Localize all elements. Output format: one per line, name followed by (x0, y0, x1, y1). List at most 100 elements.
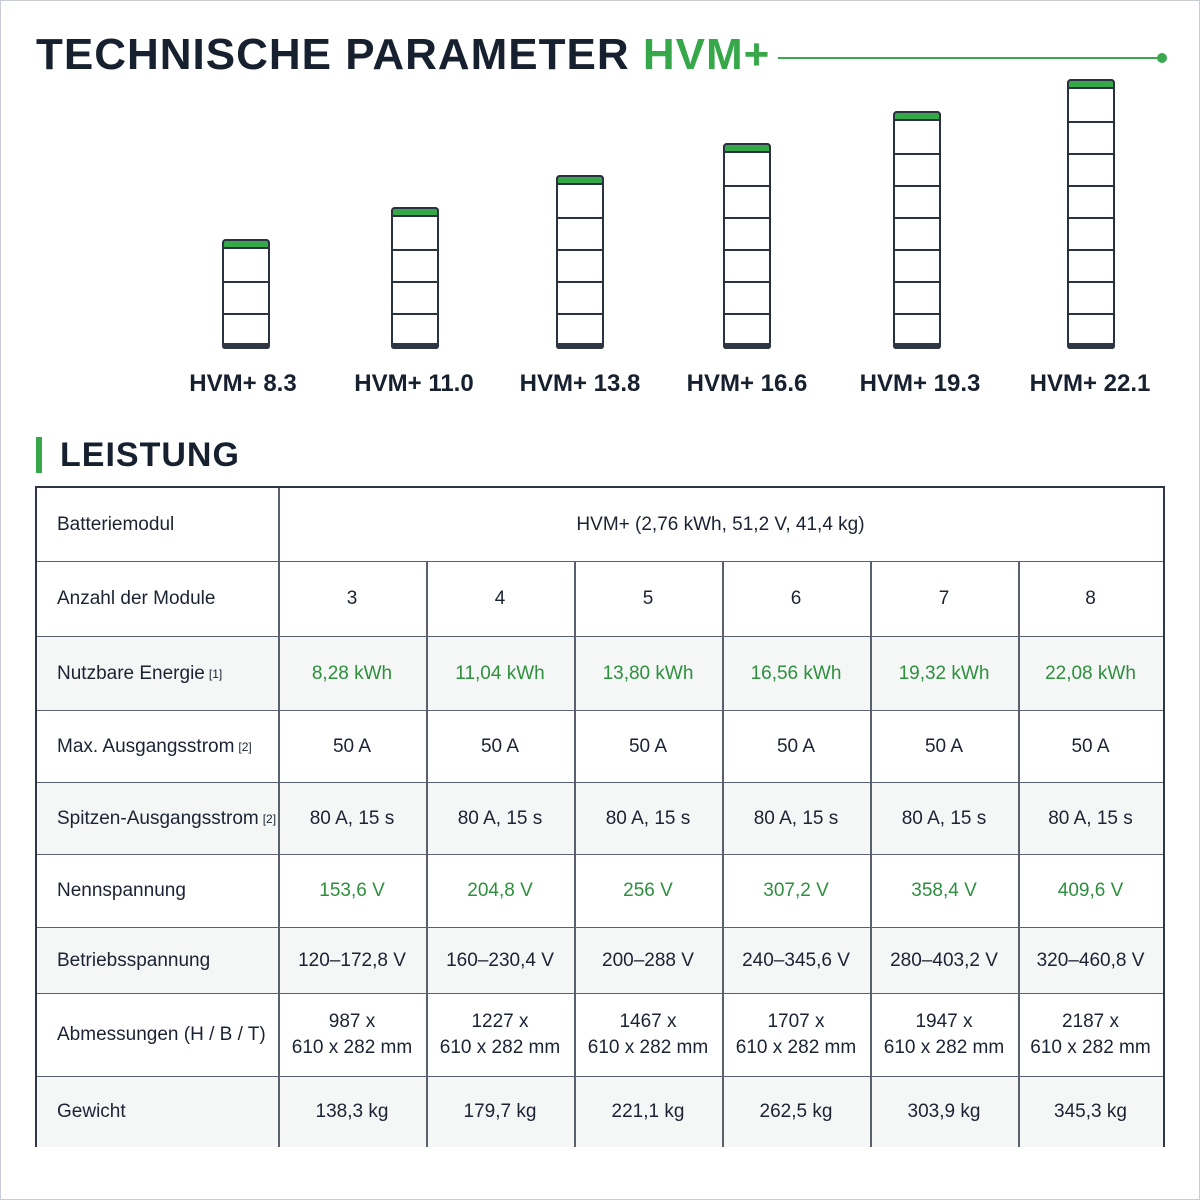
section-title: LEISTUNG (60, 436, 240, 474)
module-divider (895, 313, 939, 315)
module-divider (224, 313, 268, 315)
row-label: Gewicht (37, 1077, 278, 1147)
table-cell: 13,80 kWh (602, 662, 694, 684)
column-divider (278, 994, 280, 1076)
module-divider (393, 313, 437, 315)
table-cell: 80 A, 15 s (457, 807, 543, 829)
module-divider (895, 153, 939, 155)
column-divider (1018, 711, 1020, 782)
column-divider (870, 928, 872, 993)
battery-cap (556, 175, 604, 185)
column-divider (870, 855, 872, 927)
column-divider (426, 994, 428, 1076)
table-cell: 5 (642, 588, 654, 609)
table-cell: 221,1 kg (611, 1101, 685, 1122)
battery-stack (1067, 79, 1115, 349)
table-cell: 256 V (623, 880, 673, 901)
footnote-marker: [2] (262, 811, 277, 826)
column-divider (1018, 1077, 1020, 1147)
battery-cap (893, 111, 941, 121)
module-divider (725, 185, 769, 187)
column-divider (1018, 928, 1020, 993)
table-cell: 19,32 kWh (898, 662, 990, 684)
row-label: Anzahl der Module (37, 562, 278, 636)
column-divider (278, 562, 280, 636)
module-divider (558, 281, 602, 283)
column-divider (870, 711, 872, 782)
column-divider (574, 783, 576, 854)
table-cell: 50 A (924, 735, 964, 757)
title-main: TECHNISCHE PARAMETER (36, 30, 630, 79)
table-row: Gewicht 138,3 kg 179,7 kg 221,1 kg 262,5 kg 3… (37, 1077, 1163, 1147)
column-divider (870, 562, 872, 636)
column-divider (426, 1077, 428, 1147)
module-divider (1069, 249, 1113, 251)
column-divider (870, 783, 872, 854)
table-cell: 320–460,8 V (1036, 949, 1145, 971)
section-accent-bar (36, 437, 42, 473)
title-accent: HVM+ (642, 30, 771, 79)
module-divider (1069, 153, 1113, 155)
row-label-text: Spitzen-Ausgangsstrom (57, 807, 259, 829)
module-divider (895, 281, 939, 283)
column-divider (574, 928, 576, 993)
model-label: HVM+ 11.0 (354, 370, 474, 397)
table-cell: 4 (494, 588, 506, 609)
row-label: Max. Ausgangsstrom [2] (37, 711, 278, 782)
table-cell: 358,4 V (911, 880, 977, 901)
table-cell: 80 A, 15 s (605, 807, 691, 829)
table-row: Spitzen-Ausgangsstrom [2] 80 A, 15 s 80 A, … (37, 783, 1163, 855)
column-divider (722, 637, 724, 710)
column-divider (278, 928, 280, 993)
battery-stack (391, 207, 439, 349)
row-label-text: Abmessungen (H / B / T) (57, 1024, 266, 1045)
table-cell: 409,6 V (1057, 880, 1124, 901)
table-cell: 7 (938, 588, 950, 609)
module-divider (895, 185, 939, 187)
table-cell: 16,56 kWh (750, 662, 842, 684)
module-divider (1069, 121, 1113, 123)
battery-stack (556, 175, 604, 349)
table-cell: 120–172,8 V (298, 949, 406, 971)
title-divider-dot (1157, 53, 1167, 63)
table-cell: 50 A (628, 735, 668, 757)
column-divider (426, 855, 428, 927)
table-cell: 1947 x 610 x 282 mm (883, 1011, 1005, 1058)
module-divider (1069, 185, 1113, 187)
column-divider (574, 855, 576, 927)
column-divider (1018, 994, 1020, 1076)
column-divider (1018, 855, 1020, 927)
column-divider (574, 637, 576, 710)
table-cell: 345,3 kg (1054, 1101, 1127, 1122)
battery-cap (1067, 79, 1115, 89)
table-cell: 6 (790, 588, 802, 609)
battery-cap (222, 239, 270, 249)
column-divider (426, 783, 428, 854)
column-divider (722, 855, 724, 927)
column-divider (278, 488, 280, 561)
column-divider (278, 637, 280, 710)
table-cell: 22,08 kWh (1045, 662, 1136, 684)
column-divider (426, 928, 428, 993)
title-divider (778, 57, 1162, 59)
table-cell: 8,28 kWh (311, 662, 393, 684)
column-divider (870, 1077, 872, 1147)
column-divider (722, 994, 724, 1076)
module-divider (725, 217, 769, 219)
column-divider (426, 637, 428, 710)
table-cell: 80 A, 15 s (1048, 807, 1133, 829)
row-label-text: Nennspannung (57, 880, 186, 901)
module-divider (725, 249, 769, 251)
table-cell: 200–288 V (602, 949, 694, 971)
row-label: Nutzbare Energie [1] (37, 637, 278, 710)
column-divider (722, 711, 724, 782)
table-cell: 303,9 kg (907, 1101, 981, 1122)
row-label: Nennspannung (37, 855, 278, 927)
column-divider (722, 1077, 724, 1147)
row-label-text: Anzahl der Module (57, 588, 216, 609)
module-divider (895, 249, 939, 251)
module-divider (1069, 281, 1113, 283)
table-cell: 1707 x 610 x 282 mm (735, 1011, 857, 1058)
column-divider (1018, 637, 1020, 710)
battery-cap (391, 207, 439, 217)
